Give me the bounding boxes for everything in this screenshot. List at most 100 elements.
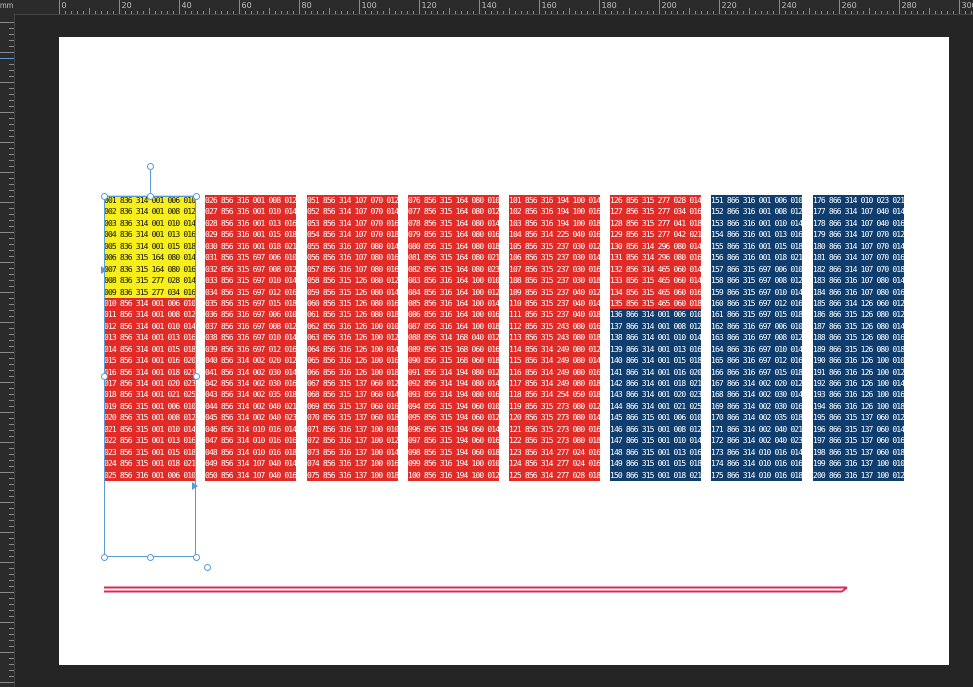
document-page[interactable]: 001 836 314 001 006 010 002 836 314 001 0… bbox=[59, 37, 949, 665]
label-cell[interactable]: 122 856 315 273 080 018 bbox=[509, 435, 600, 447]
resize-handle-bottom[interactable] bbox=[146, 553, 154, 561]
resize-handle-top-left[interactable] bbox=[100, 192, 108, 200]
label-cell[interactable]: 127 856 315 277 034 016 bbox=[610, 206, 701, 218]
label-cell[interactable]: 115 856 314 249 080 014 bbox=[509, 355, 600, 367]
label-cell[interactable]: 051 856 314 107 070 012 bbox=[307, 195, 398, 207]
label-cell[interactable]: 168 866 314 002 030 014 bbox=[711, 389, 802, 401]
resize-handle-right[interactable] bbox=[192, 372, 200, 380]
label-column[interactable]: 176 866 314 010 023 021 177 866 314 107 0… bbox=[813, 195, 904, 551]
label-cell[interactable]: 030 856 316 001 018 021 bbox=[205, 240, 296, 253]
label-cell[interactable]: 074 856 316 137 100 016 bbox=[307, 458, 398, 470]
label-cell[interactable]: 112 856 315 243 080 016 bbox=[509, 320, 600, 333]
label-cell[interactable]: 106 856 315 237 030 014 bbox=[509, 252, 600, 264]
label-cell[interactable]: 160 866 315 697 012 016 bbox=[711, 297, 802, 310]
label-cell[interactable]: 072 856 316 137 100 012 bbox=[307, 435, 398, 447]
label-cell[interactable]: 057 856 316 107 080 016 bbox=[307, 263, 398, 276]
label-cell[interactable]: 019 856 315 001 006 010 bbox=[104, 400, 195, 413]
label-cell[interactable]: 028 856 316 001 013 016 bbox=[205, 217, 296, 230]
label-cell[interactable]: 049 856 314 107 040 014 bbox=[205, 458, 296, 470]
label-cell[interactable]: 179 866 314 107 070 012 bbox=[813, 229, 904, 241]
label-cell[interactable]: 198 866 315 137 060 018 bbox=[813, 446, 904, 459]
label-cell[interactable]: 084 856 316 164 100 012 bbox=[408, 286, 499, 298]
label-cell[interactable]: 054 856 314 107 070 018 bbox=[307, 229, 398, 241]
label-cell[interactable]: 158 866 315 697 008 012 bbox=[711, 275, 802, 287]
label-cell[interactable]: 009 836 315 277 034 016 bbox=[104, 286, 195, 298]
label-cell[interactable]: 162 866 316 697 006 010 bbox=[711, 320, 802, 333]
label-cell[interactable]: 101 856 316 194 100 014 bbox=[509, 195, 600, 207]
label-cell[interactable]: 082 856 315 164 080 023 bbox=[408, 263, 499, 276]
label-cell[interactable]: 053 856 314 107 070 016 bbox=[307, 217, 398, 230]
label-cell[interactable]: 075 856 316 137 100 018 bbox=[307, 469, 398, 481]
label-cell[interactable]: 188 866 315 126 080 016 bbox=[813, 332, 904, 344]
label-cell[interactable]: 145 866 315 001 006 010 bbox=[610, 412, 701, 424]
label-cell[interactable]: 119 856 315 273 080 012 bbox=[509, 400, 600, 413]
label-cell[interactable]: 099 856 316 194 100 010 bbox=[408, 458, 499, 470]
label-cell[interactable]: 173 866 314 010 016 014 bbox=[711, 446, 802, 459]
label-column[interactable]: 026 856 316 001 008 012 027 856 316 001 0… bbox=[205, 195, 296, 551]
label-cell[interactable]: 016 856 314 001 018 021 bbox=[104, 366, 195, 379]
label-cell[interactable]: 125 856 314 277 028 018 bbox=[509, 469, 600, 481]
label-cell[interactable]: 194 866 316 126 100 018 bbox=[813, 400, 904, 413]
label-cell[interactable]: 196 866 315 137 060 014 bbox=[813, 423, 904, 436]
label-cell[interactable]: 128 856 315 277 041 018 bbox=[610, 217, 701, 230]
label-cell[interactable]: 148 866 315 001 013 016 bbox=[610, 446, 701, 459]
label-cell[interactable]: 098 856 315 194 060 018 bbox=[408, 446, 499, 459]
label-cell[interactable]: 045 856 314 002 040 023 bbox=[205, 412, 296, 424]
label-cell[interactable]: 096 856 315 194 060 014 bbox=[408, 423, 499, 436]
label-cell[interactable]: 040 856 314 002 020 012 bbox=[205, 355, 296, 367]
label-cell[interactable]: 059 856 315 126 080 014 bbox=[307, 286, 398, 298]
label-cell[interactable]: 116 856 314 249 080 016 bbox=[509, 366, 600, 379]
label-cell[interactable]: 014 856 314 001 015 018 bbox=[104, 343, 195, 356]
label-cell[interactable]: 067 856 315 137 060 012 bbox=[307, 378, 398, 390]
label-cell[interactable]: 156 866 316 001 018 021 bbox=[711, 252, 802, 264]
label-cell[interactable]: 140 866 314 001 015 018 bbox=[610, 355, 701, 367]
label-cell[interactable]: 002 836 314 001 008 012 bbox=[104, 206, 195, 218]
label-cell[interactable]: 175 866 314 010 016 018 bbox=[711, 469, 802, 481]
label-cell[interactable]: 123 856 314 277 024 016 bbox=[509, 446, 600, 459]
label-cell[interactable]: 138 866 314 001 010 014 bbox=[610, 332, 701, 344]
label-cell[interactable]: 103 856 316 194 100 018 bbox=[509, 217, 600, 230]
label-cell[interactable]: 048 856 314 010 016 018 bbox=[205, 446, 296, 459]
label-cell[interactable]: 077 856 315 164 080 012 bbox=[408, 206, 499, 218]
label-cell[interactable]: 095 856 315 194 060 012 bbox=[408, 412, 499, 424]
label-cell[interactable]: 152 866 316 001 008 012 bbox=[711, 206, 802, 218]
label-cell[interactable]: 151 866 316 001 006 010 bbox=[711, 195, 802, 207]
label-cell[interactable]: 052 856 314 107 070 014 bbox=[307, 206, 398, 218]
label-cell[interactable]: 105 856 315 237 030 012 bbox=[509, 240, 600, 253]
label-cell[interactable]: 085 856 316 164 100 014 bbox=[408, 297, 499, 310]
label-cell[interactable]: 157 866 315 697 006 010 bbox=[711, 263, 802, 276]
label-cell[interactable]: 012 856 314 001 010 014 bbox=[104, 320, 195, 333]
label-cell[interactable]: 141 866 314 001 016 020 bbox=[610, 366, 701, 379]
label-cell[interactable]: 137 866 314 001 008 012 bbox=[610, 320, 701, 333]
label-cell[interactable]: 062 856 316 126 100 010 bbox=[307, 320, 398, 333]
label-cell[interactable]: 155 866 316 001 015 018 bbox=[711, 240, 802, 253]
label-cell[interactable]: 132 856 314 465 060 014 bbox=[610, 263, 701, 276]
label-cell[interactable]: 111 856 315 237 040 018 bbox=[509, 309, 600, 321]
label-cell[interactable]: 097 856 315 194 060 016 bbox=[408, 435, 499, 447]
vertical-ruler[interactable] bbox=[0, 14, 15, 687]
label-cell[interactable]: 107 856 315 237 030 016 bbox=[509, 263, 600, 276]
label-cell[interactable]: 144 866 314 001 021 025 bbox=[610, 400, 701, 413]
label-cell[interactable]: 126 856 315 277 028 014 bbox=[610, 195, 701, 207]
label-cell[interactable]: 041 856 314 002 030 014 bbox=[205, 366, 296, 379]
label-cell[interactable]: 058 856 315 126 080 012 bbox=[307, 275, 398, 287]
label-cell[interactable]: 153 866 316 001 010 014 bbox=[711, 217, 802, 230]
label-cell[interactable]: 165 866 316 697 012 016 bbox=[711, 355, 802, 367]
label-column[interactable]: 051 856 314 107 070 012 052 856 314 107 0… bbox=[307, 195, 398, 551]
label-cell[interactable]: 092 856 314 194 080 014 bbox=[408, 378, 499, 390]
label-cell[interactable]: 003 836 314 001 010 014 bbox=[104, 217, 195, 230]
label-cell[interactable]: 033 856 315 697 010 014 bbox=[205, 275, 296, 287]
label-cell[interactable]: 171 866 314 002 040 021 bbox=[711, 423, 802, 436]
label-cell[interactable]: 091 856 314 194 080 012 bbox=[408, 366, 499, 379]
label-cell[interactable]: 070 856 315 137 060 018 bbox=[307, 412, 398, 424]
label-cell[interactable]: 195 866 315 137 060 012 bbox=[813, 412, 904, 424]
label-cell[interactable]: 064 856 316 126 100 014 bbox=[307, 343, 398, 356]
resize-handle-bottom-left[interactable] bbox=[100, 553, 108, 561]
label-cell[interactable]: 108 856 315 237 030 018 bbox=[509, 275, 600, 287]
label-cell[interactable]: 025 856 316 001 006 010 bbox=[104, 469, 195, 481]
label-cell[interactable]: 034 856 315 697 012 016 bbox=[205, 286, 296, 298]
label-cell[interactable]: 113 856 315 243 080 018 bbox=[509, 332, 600, 344]
label-cell[interactable]: 180 866 314 107 070 014 bbox=[813, 240, 904, 253]
label-cell[interactable]: 121 856 315 273 080 016 bbox=[509, 423, 600, 436]
label-cell[interactable]: 036 856 316 697 006 010 bbox=[205, 309, 296, 321]
